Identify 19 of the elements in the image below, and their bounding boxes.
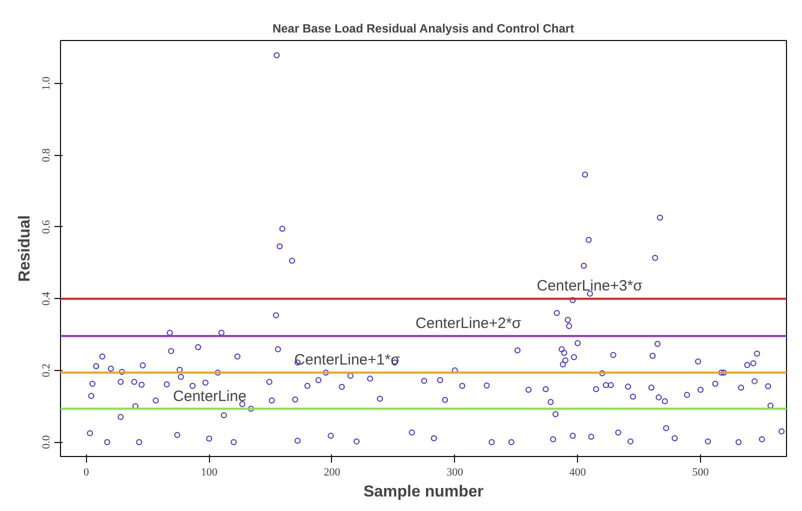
x-tick-label: 200 bbox=[324, 466, 341, 478]
x-tick-label: 100 bbox=[200, 466, 218, 478]
x-axis-title: Sample number bbox=[363, 484, 484, 500]
chart-title: Near Base Load Residual Analysis and Control Chart bbox=[272, 22, 574, 36]
ref-line-label: CenterLine+2*σ bbox=[416, 315, 522, 332]
y-axis-title: Residual bbox=[16, 215, 34, 282]
ref-line-label: CenterLine+3*σ bbox=[536, 278, 644, 295]
ref-line-label: CenterLine+1*σ bbox=[294, 352, 401, 369]
x-tick-label: 500 bbox=[692, 466, 710, 478]
y-tick-label: 0.8 bbox=[40, 148, 52, 162]
y-tick-label: 1.0 bbox=[40, 76, 52, 90]
y-tick-label: 0.0 bbox=[40, 434, 52, 450]
x-tick-label: 0 bbox=[84, 466, 90, 478]
x-tick-label: 300 bbox=[446, 466, 464, 478]
ref-line-label: CenterLine bbox=[173, 388, 246, 405]
y-tick-label: 0.6 bbox=[40, 220, 52, 234]
x-tick-label: 400 bbox=[569, 466, 586, 478]
y-tick-label: 0.2 bbox=[40, 364, 52, 378]
y-tick-label: 0.4 bbox=[40, 291, 52, 306]
